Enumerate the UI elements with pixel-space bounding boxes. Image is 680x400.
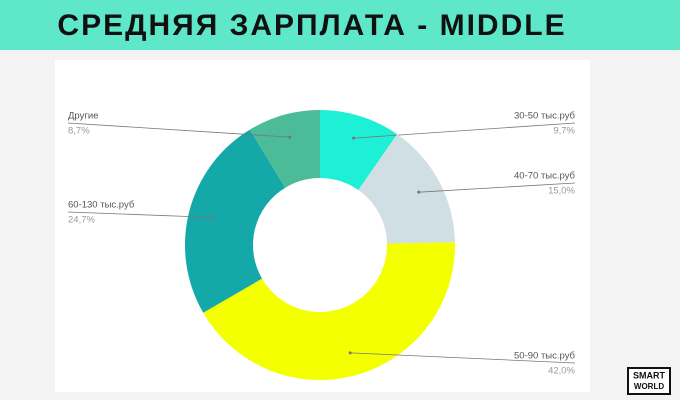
leader-dot [352,136,356,140]
logo-text: SMART [633,370,665,380]
slice-label: 30-50 тыс.руб [514,111,576,122]
slice [184,129,286,313]
logo-text: WORLD [634,382,664,391]
leader-line [67,211,212,218]
title-banner [0,0,680,50]
chart-title: СРЕДНЯЯ ЗАРПЛАТА - MIDDLE [57,9,566,42]
slice [203,242,455,380]
leader-dot [348,351,352,355]
logo-box [627,367,671,395]
leader-line [67,122,290,138]
leader-dot [209,215,213,219]
value-label: 9,7% [553,126,575,137]
slice-label: 40-70 тыс.руб [514,171,576,182]
leader-line [350,352,576,364]
logo: SMART WORLD [627,367,671,395]
value-label: 42,0% [548,366,575,377]
slice-label: 60-130 тыс.руб [68,200,135,211]
slice-label: 50-90 тыс.руб [514,351,576,362]
slice [249,110,320,188]
donut-chart: 30-50 тыс.руб 9,7% 40-70 тыс.руб 15,0% 50-90… [67,110,576,380]
slice [320,110,398,191]
leader-dot [417,190,421,194]
leader-dot [288,135,292,139]
leader-line [353,122,576,139]
value-label: 8,7% [68,126,90,137]
leader-line [418,182,576,193]
value-label: 15,0% [548,186,575,197]
value-label: 24,7% [68,215,95,226]
slice-label: Другие [68,111,98,122]
slice [358,134,455,244]
